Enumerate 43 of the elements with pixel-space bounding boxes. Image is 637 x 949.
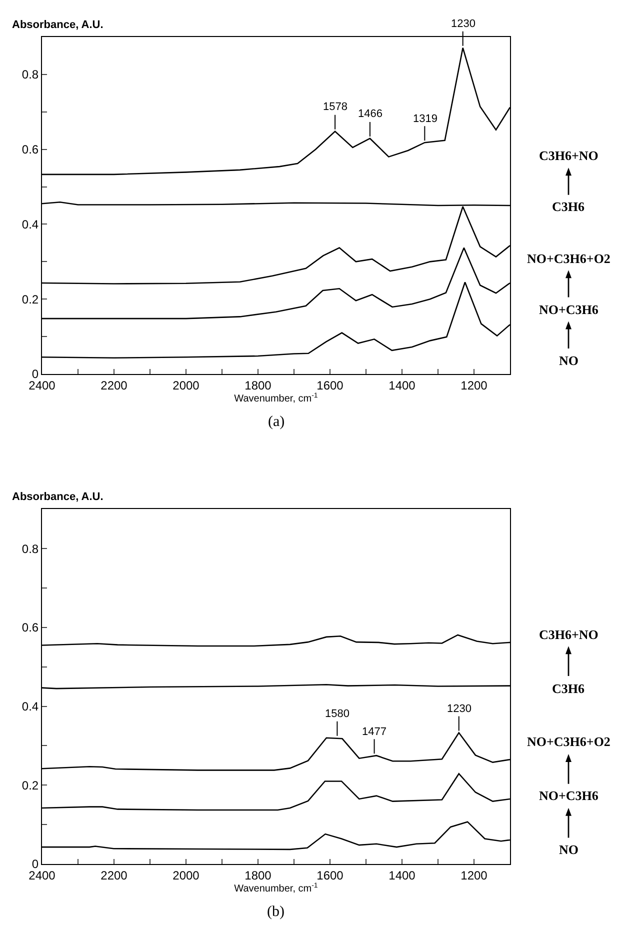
legend-label: C3H6 (552, 681, 585, 696)
y-tick-label: 0.8 (22, 68, 39, 82)
y-tick-label: 0.2 (22, 778, 39, 792)
annotation: 1580 (325, 708, 350, 720)
legend-label: C3H6 (552, 199, 585, 214)
text: (b) (267, 904, 284, 920)
x-tick-label: 1600 (316, 378, 344, 392)
y-tick-label: 0.4 (22, 217, 39, 232)
x-tick-label: 1600 (316, 868, 344, 882)
x-tick-label: 1800 (244, 868, 272, 882)
x-axis-title: Wavenumber, cm$^{-1}$ (234, 882, 318, 895)
series-label: NO+C3H6+O2 (527, 251, 610, 266)
text: C3H6+NO (539, 627, 598, 642)
y-tick-label: 0.2 (22, 292, 39, 306)
annotation: 1230 (451, 18, 476, 30)
annotation: 1578 (323, 101, 348, 113)
y-axis-title: Absorbance, A.U. (12, 19, 104, 31)
legend-label: NO+C3H6 (539, 788, 599, 803)
x-tick-label: 2000 (172, 868, 200, 882)
y-tick-label: 0.6 (22, 142, 39, 157)
annotation: 1477 (362, 726, 386, 738)
legend-label: NO (559, 842, 578, 857)
x-tick-label: 1800 (244, 378, 272, 392)
y-tick-label: 0.8 (22, 542, 39, 556)
x-tick-label: 1200 (460, 378, 488, 392)
series-label: NO+C3H6+O2 (527, 734, 610, 749)
x-axis-title: Wavenumber, cm$^{-1}$ (234, 392, 318, 405)
legend-label: NO+C3H6 (539, 302, 599, 317)
y-axis-title: Absorbance, A.U. (12, 491, 104, 503)
x-tick-label: 2200 (100, 378, 128, 392)
annotation: 1466 (358, 108, 382, 120)
x-tick-label: 2000 (172, 378, 200, 392)
x-tick-label: 1200 (460, 868, 488, 882)
x-tick-label: 1400 (388, 378, 416, 392)
y-tick-label: 0.6 (22, 620, 39, 635)
x-tick-label: 1400 (388, 868, 416, 882)
text: (a) (268, 414, 285, 430)
y-tick-label: 0.4 (22, 700, 39, 714)
text: C3H6+NO (539, 148, 598, 163)
x-tick-label: 2200 (100, 868, 128, 882)
annotation: 1230 (447, 703, 472, 715)
annotation: 1319 (413, 113, 438, 125)
legend-label: NO (559, 353, 578, 368)
